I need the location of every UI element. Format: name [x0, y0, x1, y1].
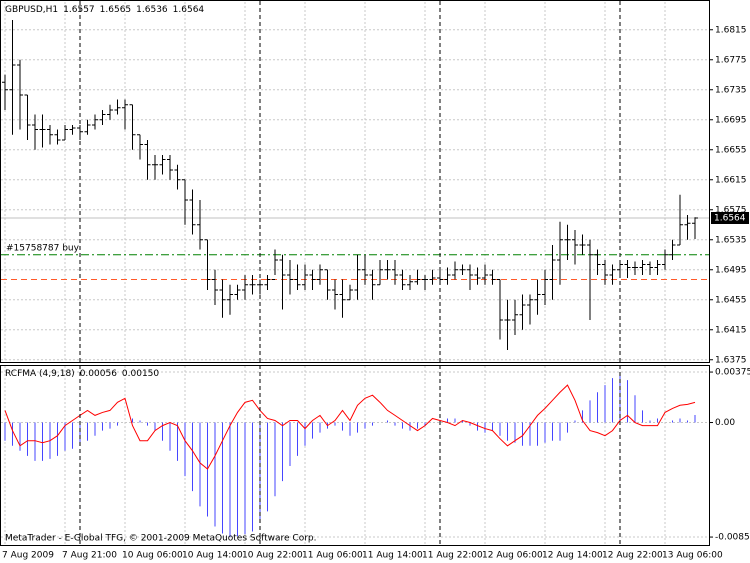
- x-tick-label: 13 Aug 06:00: [662, 551, 723, 561]
- y-tick-label: 1.6695: [715, 115, 747, 125]
- x-tick-label: 7 Aug 2009: [2, 551, 54, 561]
- symbol: GBPUSD,H1: [5, 5, 58, 15]
- x-tick-label: 11 Aug 22:00: [422, 551, 483, 561]
- y-tick-label: 1.6415: [715, 325, 747, 335]
- current-price-label: 1.6564: [714, 214, 746, 224]
- y-tick-label: 1.6655: [715, 145, 747, 155]
- y-tick-label: 1.6455: [715, 295, 747, 305]
- copyright: MetaTrader - E-Global TFG, © 2001-2009 M…: [5, 534, 317, 544]
- y-tick-label: 0.00375: [715, 368, 750, 378]
- y-tick-label: 1.6535: [715, 235, 747, 245]
- last-open: 1.6557: [63, 5, 95, 15]
- x-tick-label: 11 Aug 14:00: [362, 551, 423, 561]
- last-high: 1.6565: [100, 5, 132, 15]
- last-close: 1.6564: [173, 5, 205, 15]
- x-tick-label: 7 Aug 21:00: [62, 551, 117, 561]
- indicator-line: [4, 384, 696, 470]
- x-tick-label: 12 Aug 22:00: [602, 551, 663, 561]
- x-tick-label: 10 Aug 22:00: [242, 551, 303, 561]
- y-tick-label: -0.00851: [715, 533, 750, 543]
- indicator-value: 0.00150: [122, 369, 159, 379]
- x-tick-label: 11 Aug 06:00: [302, 551, 363, 561]
- y-tick-label: 1.6815: [715, 25, 747, 35]
- last-low: 1.6536: [136, 5, 168, 15]
- y-tick-label: 1.6775: [715, 55, 747, 65]
- y-tick-label: 1.6495: [715, 265, 747, 275]
- y-tick-label: 0.00: [715, 418, 735, 428]
- y-tick-label: 1.6375: [715, 355, 747, 365]
- y-tick-label: 1.6735: [715, 85, 747, 95]
- x-tick-label: 10 Aug 14:00: [182, 551, 243, 561]
- x-tick-label: 12 Aug 06:00: [482, 551, 543, 561]
- indicator-name: RCFMA (4,9,18): [5, 369, 75, 379]
- main-panel-frame: [0, 0, 710, 363]
- indicator-value: 0.00056: [80, 369, 117, 379]
- y-tick-label: 1.6615: [715, 175, 747, 185]
- x-tick-label: 10 Aug 06:00: [122, 551, 183, 561]
- y-tick-label: 1.6575: [715, 205, 747, 215]
- order-label: #15758787 buy: [6, 243, 80, 253]
- chart-title: GBPUSD,H1 1.6557 1.6565 1.6536 1.6564: [5, 5, 204, 15]
- indicator-panel-frame: [0, 365, 710, 546]
- current-price-box: [711, 212, 749, 224]
- x-tick-label: 12 Aug 14:00: [542, 551, 603, 561]
- indicator-title: RCFMA (4,9,18) 0.00056 0.00150: [5, 369, 159, 379]
